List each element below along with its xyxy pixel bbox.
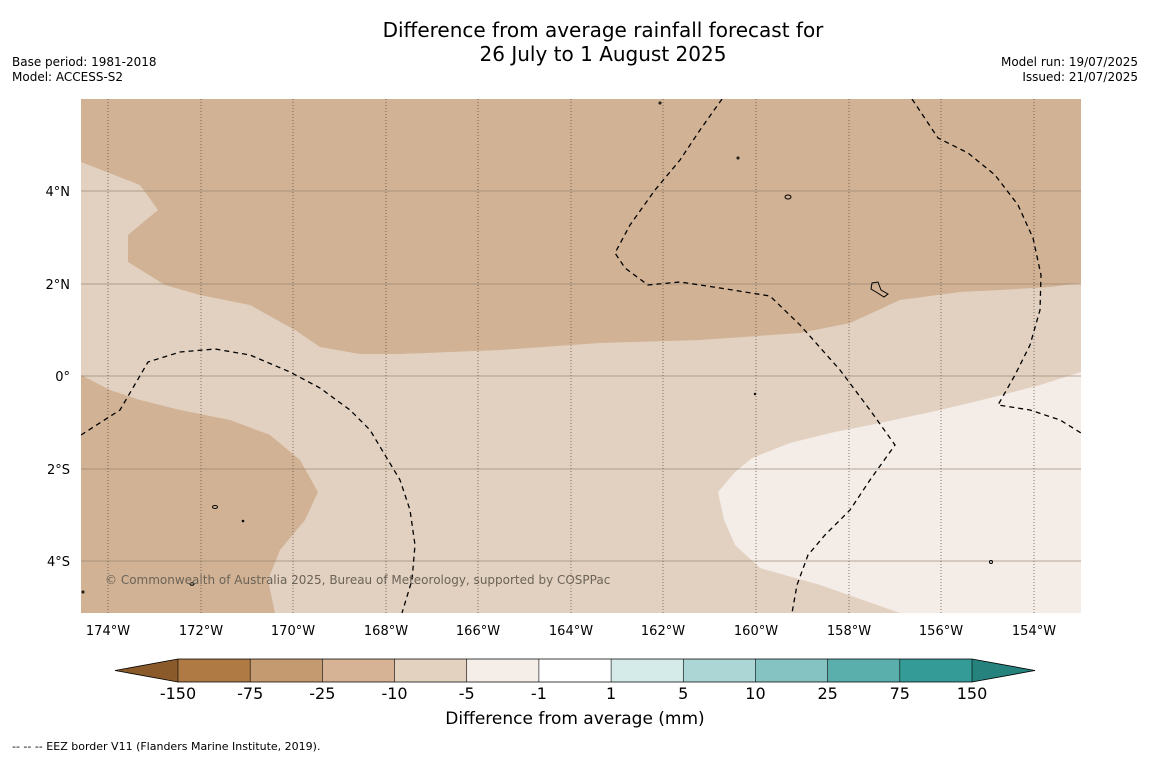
colorbar-tick-label: 10 [745, 684, 765, 703]
eez-border-left [81, 348, 416, 613]
map-title-line1: Difference from average rainfall forecas… [382, 18, 824, 42]
colorbar-segment [178, 659, 251, 682]
lon-tick-label: 172°W [179, 624, 223, 639]
colorbar-tick-label: 25 [817, 684, 837, 703]
lon-tick-label: 156°W [919, 624, 963, 639]
lon-tick-label: 158°W [827, 624, 871, 639]
issued-label: Issued: 21/07/2025 [1022, 70, 1138, 84]
island-f [189, 582, 195, 586]
colorbar-segment [755, 659, 828, 682]
island-north-dot [658, 101, 662, 105]
eez-border-right [911, 99, 1081, 434]
meta-right: Model run: 19/07/2025 Issued: 21/07/2025 [1001, 55, 1138, 85]
colorbar-segment [683, 659, 756, 682]
model-label: Model: ACCESS-S2 [12, 70, 124, 84]
island-dot-b [736, 156, 740, 160]
lat-tick-label: 2°N [46, 278, 71, 293]
colorbar-segment [322, 659, 395, 682]
colorbar-tick-label: -10 [381, 684, 407, 703]
colorbar-segment [899, 659, 972, 682]
colorbar-tick-label: -5 [459, 684, 475, 703]
contour-north-dry-band [81, 99, 1081, 354]
island-d [212, 505, 218, 509]
contour-southeast-near-average [718, 372, 1081, 613]
latitude-gridlines [81, 190, 1081, 562]
lon-tick-label: 166°W [456, 624, 500, 639]
copyright-text: © Commonwealth of Australia 2025, Bureau… [105, 573, 610, 587]
map-plot-area: © Commonwealth of Australia 2025, Bureau… [81, 99, 1081, 613]
colorbar-tick-label: -1 [531, 684, 547, 703]
model-run-label: Model run: 19/07/2025 [1000, 55, 1138, 69]
island-kiribati-line [870, 281, 889, 298]
colorbar-segment [250, 659, 323, 682]
island-e [241, 519, 245, 523]
colorbar-tick-label: 150 [957, 684, 988, 703]
lon-tick-label: 174°W [86, 624, 130, 639]
colorbar-segment [394, 659, 467, 682]
colorbar-title: Difference from average (mm) [445, 709, 705, 729]
lon-tick-label: 168°W [364, 624, 408, 639]
longitude-tick-labels: 174°W 172°W 170°W 168°W 166°W 164°W 162°… [86, 624, 1056, 639]
eez-borders [81, 99, 1081, 613]
lat-tick-label: 0° [55, 370, 70, 385]
island-c [784, 194, 792, 200]
colorbar-tick-label: 1 [606, 684, 616, 703]
base-period-label: Base period: 1981-2018 [12, 55, 157, 69]
colorbar: -150 -75 -25 -10 -5 -1 1 5 10 25 75 150 [114, 658, 1036, 703]
map-title-line2: 26 July to 1 August 2025 [479, 42, 727, 66]
meta-left: Base period: 1981-2018 Model: ACCESS-S2 [12, 55, 157, 85]
colorbar-tick-label: 5 [678, 684, 688, 703]
lat-tick-label: 2°S [47, 463, 70, 478]
island-h [989, 560, 993, 564]
lon-tick-label: 160°W [734, 624, 778, 639]
island-i [753, 392, 757, 396]
map-title: Difference from average rainfall forecas… [0, 18, 1150, 66]
lon-tick-label: 164°W [549, 624, 593, 639]
colorbar-tick-label: -25 [309, 684, 335, 703]
lon-tick-label: 170°W [271, 624, 315, 639]
lon-tick-label: 154°W [1012, 624, 1056, 639]
colorbar-extend-max [972, 659, 1035, 682]
islands [81, 101, 993, 594]
latitude-tick-labels: 4°N 2°N 0° 2°S 4°S [46, 185, 71, 570]
contour-southwest-dry-lobe [81, 375, 318, 613]
eez-footnote: -- -- -- EEZ border V11 (Flanders Marine… [12, 740, 321, 753]
colorbar-segment [611, 659, 684, 682]
lat-tick-label: 4°S [47, 555, 70, 570]
lon-tick-label: 162°W [641, 624, 685, 639]
colorbar-segment [827, 659, 900, 682]
colorbar-segment [466, 659, 539, 682]
eez-border-center [614, 99, 896, 613]
colorbar-tick-label: -150 [160, 684, 196, 703]
island-g [81, 590, 85, 594]
colorbar-segment [538, 659, 612, 682]
colorbar-tick-label: 75 [890, 684, 910, 703]
colorbar-tick-label: -75 [237, 684, 263, 703]
colorbar-extend-min [115, 659, 178, 682]
lat-tick-label: 4°N [46, 185, 71, 200]
